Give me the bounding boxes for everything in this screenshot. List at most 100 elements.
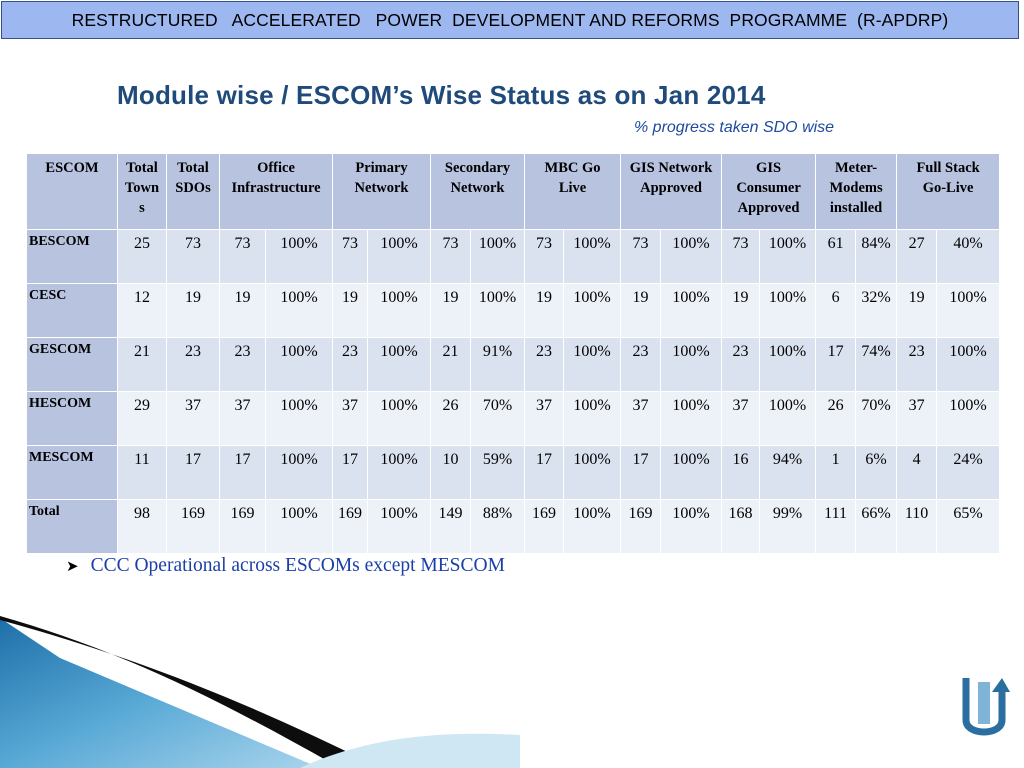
table-cell: 100% [563,283,622,338]
table-cell: 73 [430,229,472,284]
table-cell: 24% [936,445,1001,500]
table-cell: 84% [855,229,898,284]
table-cell: 19 [896,283,938,338]
header-primary-network: Primary Network [332,153,432,230]
table-cell: 21 [117,337,167,392]
table-cell: 37 [721,391,761,446]
header-banner: RESTRUCTURED ACCELERATED POWER DEVELOPME… [1,1,1019,39]
table-cell: 74% [855,337,898,392]
table-cell: 100% [367,337,432,392]
table-row: GESCOM 21 23 23 100% 23 100% 21 91% 23 100% 23 100% 2… [26,337,1001,392]
table-cell: 169 [332,499,369,554]
table-cell: 100% [264,445,334,500]
arrow-bullet-icon: ➤ [66,558,79,575]
logo-arrow-head [992,678,1010,692]
table-cell: 19 [620,283,662,338]
table-cell: 17 [524,445,565,500]
header-office-infrastructure: Office Infrastructure [218,153,334,230]
table-row: Total 98 169 169 100% 169 100% 149 88% 169 100% 169… [26,499,1001,554]
table-cell: 17 [219,445,266,500]
table-cell: 169 [219,499,266,554]
table-cell: 100% [759,283,817,338]
table-row: HESCOM 29 37 37 100% 37 100% 26 70% 37 100% 37 100% 3… [26,391,1001,446]
row-label: GESCOM [26,337,118,392]
table-cell: 19 [332,283,369,338]
table-cell: 100% [264,337,334,392]
table-cell: 94% [759,445,817,500]
table-cell: 100% [936,337,1001,392]
header-escom: ESCOM [26,153,118,230]
table-cell: 16 [721,445,761,500]
table-cell: 100% [936,391,1001,446]
header-total-towns: Total Town s [117,153,167,230]
table-cell: 73 [219,229,266,284]
table-cell: 1 [815,445,857,500]
table-cell: 26 [430,391,472,446]
table-cell: 100% [936,283,1001,338]
swoosh-blue-band [0,618,320,768]
table-cell: 100% [367,283,432,338]
table-header-row: ESCOM Total Town s Total SDOs Office Infrast… [26,153,1001,230]
table-cell: 100% [660,337,723,392]
table-row: BESCOM 25 73 73 100% 73 100% 73 100% 73 100% 73 100%… [26,229,1001,284]
table-cell: 6 [815,283,857,338]
bullet-note: ➤ CCC Operational across ESCOMs except M… [66,555,505,577]
table-cell: 17 [332,445,369,500]
table-cell: 100% [470,283,526,338]
table-cell: 6% [855,445,898,500]
table-cell: 70% [855,391,898,446]
table-cell: 65% [936,499,1001,554]
header-full-stack-go-live: Full Stack Go-Live [896,153,1001,230]
table-cell: 99% [759,499,817,554]
table-cell: 23 [721,337,761,392]
swoosh-light-band [300,733,520,768]
table-cell: 61 [815,229,857,284]
header-mbc-go-live: MBC Go Live [524,153,622,230]
table-cell: 100% [563,445,622,500]
table-cell: 110 [896,499,938,554]
table-cell: 88% [470,499,526,554]
table-cell: 37 [620,391,662,446]
table-cell: 100% [470,229,526,284]
table-cell: 100% [660,229,723,284]
table-cell: 19 [166,283,220,338]
table-cell: 23 [620,337,662,392]
table-cell: 100% [367,445,432,500]
table-cell: 37 [524,391,565,446]
status-table: ESCOM Total Town s Total SDOs Office Infrast… [26,153,1001,554]
header-gis-network-approved: GIS Network Approved [620,153,723,230]
table-cell: 59% [470,445,526,500]
table-cell: 100% [759,229,817,284]
table-cell: 17 [620,445,662,500]
table-cell: 19 [219,283,266,338]
table-cell: 73 [332,229,369,284]
page-title: Module wise / ESCOM’s Wise Status as on … [117,80,766,110]
table-cell: 169 [166,499,220,554]
table-cell: 23 [896,337,938,392]
table-cell: 19 [524,283,565,338]
table-cell: 70% [470,391,526,446]
table-cell: 37 [166,391,220,446]
table-row: MESCOM 11 17 17 100% 17 100% 10 59% 17 100% 17 100% 1… [26,445,1001,500]
table-cell: 100% [264,391,334,446]
note-text: CCC Operational across ESCOMs except MES… [90,555,505,576]
navigation-logo-icon[interactable] [958,672,1010,744]
table-cell: 37 [219,391,266,446]
table-cell: 100% [660,445,723,500]
table-cell: 17 [166,445,220,500]
subtitle: % progress taken SDO wise [634,119,835,136]
table-cell: 169 [524,499,565,554]
row-label: BESCOM [26,229,118,284]
table-cell: 4 [896,445,938,500]
table-cell: 12 [117,283,167,338]
table-cell: 19 [721,283,761,338]
table-cell: 100% [660,283,723,338]
table-cell: 26 [815,391,857,446]
table-cell: 168 [721,499,761,554]
table-cell: 100% [563,337,622,392]
table-cell: 23 [524,337,565,392]
row-label: MESCOM [26,445,118,500]
table-cell: 23 [166,337,220,392]
table-cell: 100% [563,499,622,554]
row-label: CESC [26,283,118,338]
